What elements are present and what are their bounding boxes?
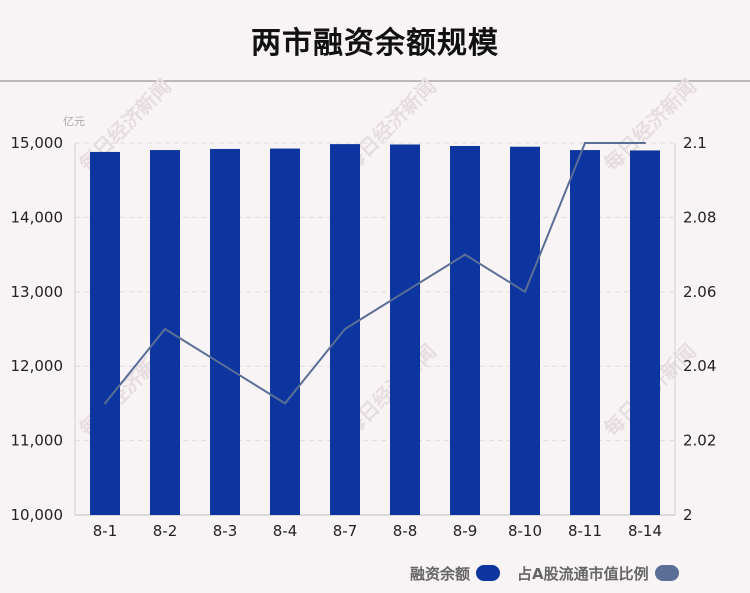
bar xyxy=(630,150,660,515)
x-tick: 8-3 xyxy=(213,522,238,540)
bar xyxy=(510,146,540,515)
legend-line-label: 占A股流通市值比例 xyxy=(517,564,649,583)
series-line xyxy=(104,142,645,405)
line-series xyxy=(104,142,646,405)
x-tick: 8-11 xyxy=(568,522,602,540)
x-tick: 8-4 xyxy=(273,522,298,540)
bar xyxy=(450,145,480,515)
line-point xyxy=(584,142,586,144)
x-tick: 8-9 xyxy=(453,522,478,540)
x-tick: 8-14 xyxy=(628,522,662,540)
bar-series xyxy=(90,144,660,516)
line-point xyxy=(644,142,646,144)
bar xyxy=(210,148,240,515)
chart-title: 两市融资余额规模 xyxy=(251,26,499,61)
y-tick-left: 14,000 xyxy=(11,208,64,226)
x-tick: 8-2 xyxy=(153,522,178,540)
y-tick-right: 2.02 xyxy=(683,432,716,450)
legend-bar-label: 融资余额 xyxy=(410,564,471,583)
y-axis-unit-label: 亿元 xyxy=(63,115,85,128)
y-tick-right: 2.08 xyxy=(683,208,716,226)
y-tick-left: 13,000 xyxy=(11,283,64,301)
line-point xyxy=(344,328,346,330)
line-point xyxy=(284,402,286,405)
bar xyxy=(570,150,600,515)
line-point xyxy=(404,290,406,293)
line-point xyxy=(104,402,106,405)
y-tick-right: 2.04 xyxy=(683,357,716,375)
bar xyxy=(390,144,420,515)
y-tick-right: 2.06 xyxy=(683,283,716,301)
y-tick-right: 2 xyxy=(683,506,693,524)
title-divider xyxy=(0,80,750,82)
x-tick: 8-10 xyxy=(508,522,542,540)
y-tick-left: 10,000 xyxy=(11,506,64,524)
x-tick: 8-8 xyxy=(393,522,418,540)
legend-line: 占A股流通市值比例 xyxy=(517,562,679,584)
bar xyxy=(270,148,300,515)
bar xyxy=(90,151,120,516)
y-tick-left: 15,000 xyxy=(11,134,64,152)
y-tick-left: 11,000 xyxy=(11,432,64,450)
legend-line-swatch xyxy=(654,565,679,581)
legend-bar: 融资余额 xyxy=(410,562,501,584)
tick-labels: 10,000 11,000 12,000 13,000 14,000 15,000 2 2.0… xyxy=(11,134,717,540)
bar xyxy=(150,150,180,515)
x-tick: 8-7 xyxy=(333,522,358,540)
legend-bar-swatch xyxy=(476,565,501,581)
line-point xyxy=(464,253,466,256)
y-tick-left: 12,000 xyxy=(11,357,64,375)
line-point xyxy=(164,328,166,330)
x-tick: 8-1 xyxy=(93,522,118,540)
y-tick-right: 2.1 xyxy=(683,134,707,152)
line-point xyxy=(224,365,226,368)
line-point xyxy=(524,290,526,293)
